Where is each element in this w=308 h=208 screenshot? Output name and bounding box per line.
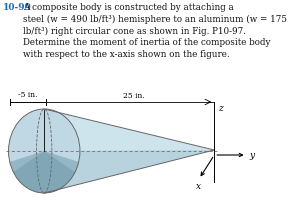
- Circle shape: [9, 109, 80, 193]
- Text: 5 in.: 5 in.: [47, 128, 64, 136]
- Wedge shape: [13, 151, 75, 193]
- Text: A composite body is constructed by attaching a
steel (w = 490 lb/ft³) hemisphere: A composite body is constructed by attac…: [23, 3, 287, 59]
- Text: 10-99: 10-99: [2, 3, 31, 12]
- Text: 25 in.: 25 in.: [124, 92, 145, 99]
- Text: x: x: [196, 182, 201, 191]
- Wedge shape: [10, 151, 79, 193]
- Text: -5 in.: -5 in.: [18, 91, 38, 99]
- Text: y: y: [249, 151, 254, 160]
- Text: z: z: [218, 104, 222, 113]
- Polygon shape: [44, 109, 214, 193]
- Polygon shape: [44, 150, 214, 193]
